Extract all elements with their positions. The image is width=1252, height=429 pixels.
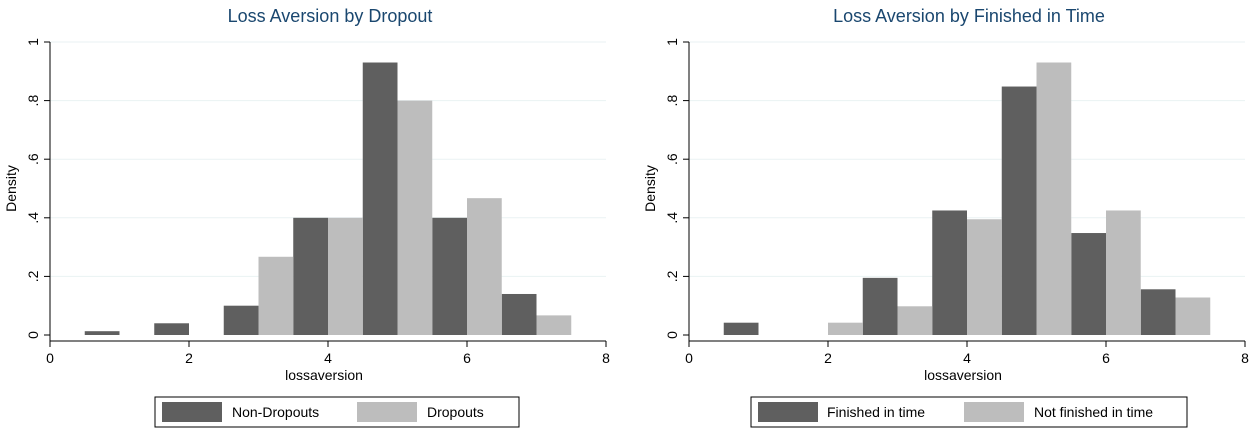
y-tick-label: .6 <box>664 153 680 165</box>
legend: Finished in time Not finished in time <box>750 396 1188 428</box>
x-tick-label: 6 <box>463 350 471 366</box>
legend-swatch <box>162 402 222 422</box>
y-tick-label: .2 <box>664 270 680 282</box>
legend-label: Dropouts <box>427 404 484 420</box>
y-axis-label: Density <box>642 165 658 212</box>
x-tick-label: 8 <box>602 350 610 366</box>
bar-series1 <box>1071 233 1106 335</box>
x-tick-label: 6 <box>1102 350 1110 366</box>
x-tick-label: 0 <box>46 350 54 366</box>
x-axis-label: lossaversion <box>285 367 363 383</box>
legend: Non-Dropouts Dropouts <box>154 396 520 428</box>
chart-title: Loss Aversion by Finished in Time <box>833 6 1105 26</box>
y-axis-label: Density <box>3 165 19 212</box>
x-tick-label: 2 <box>185 350 193 366</box>
bar-series2 <box>828 322 863 335</box>
bar-series1 <box>84 331 120 335</box>
y-tick-label: .4 <box>25 212 41 224</box>
x-tick-label: 8 <box>1241 350 1249 366</box>
left-chart-panel: Loss Aversion by Dropout 0 .2 .4 .6 .8 1 0 2 4 6 8 l… <box>3 6 610 428</box>
bar-series1 <box>432 217 467 335</box>
y-tick-label: .6 <box>25 153 41 165</box>
x-tick-label: 0 <box>685 350 693 366</box>
bar-series2 <box>1036 62 1072 335</box>
y-tick-label: .2 <box>25 270 41 282</box>
bar-series2 <box>1106 210 1141 335</box>
bar-series2 <box>328 217 363 335</box>
bar-series1 <box>932 210 967 335</box>
bar-series2 <box>1175 297 1211 335</box>
bar-series1 <box>723 322 759 335</box>
y-tick-label: 0 <box>664 331 680 339</box>
x-tick-label: 4 <box>324 350 332 366</box>
legend-swatch <box>357 402 417 422</box>
bar-series1 <box>154 323 189 335</box>
legend-label: Not finished in time <box>1034 404 1153 420</box>
bar-series1 <box>1001 86 1037 335</box>
x-tick-label: 2 <box>824 350 832 366</box>
y-tick-label: 1 <box>25 38 41 46</box>
bar-series2 <box>258 256 294 335</box>
bar-series2 <box>397 100 433 335</box>
bar-series1 <box>362 62 398 335</box>
legend-swatch <box>964 402 1024 422</box>
bar-series1 <box>293 217 328 335</box>
legend-swatch <box>758 402 818 422</box>
bar-series1 <box>1140 289 1176 335</box>
bar-series1 <box>501 293 537 335</box>
bar-series2 <box>467 198 502 335</box>
legend-label: Non-Dropouts <box>232 404 319 420</box>
y-tick-label: 0 <box>25 331 41 339</box>
bar-series2 <box>967 219 1002 335</box>
y-tick-label: 1 <box>664 38 680 46</box>
y-tick-label: .4 <box>664 212 680 224</box>
bar-series2 <box>536 315 572 335</box>
y-tick-label: .8 <box>25 95 41 107</box>
x-tick-label: 4 <box>963 350 971 366</box>
bar-series2 <box>897 306 933 335</box>
bar-series1 <box>223 305 259 335</box>
legend-label: Finished in time <box>827 404 925 420</box>
chart-title: Loss Aversion by Dropout <box>228 6 433 26</box>
y-tick-label: .8 <box>664 95 680 107</box>
x-axis-label: lossaversion <box>924 367 1002 383</box>
right-chart-panel: Loss Aversion by Finished in Time 0 .2 .4 .6… <box>642 6 1249 428</box>
bar-series1 <box>862 277 898 335</box>
